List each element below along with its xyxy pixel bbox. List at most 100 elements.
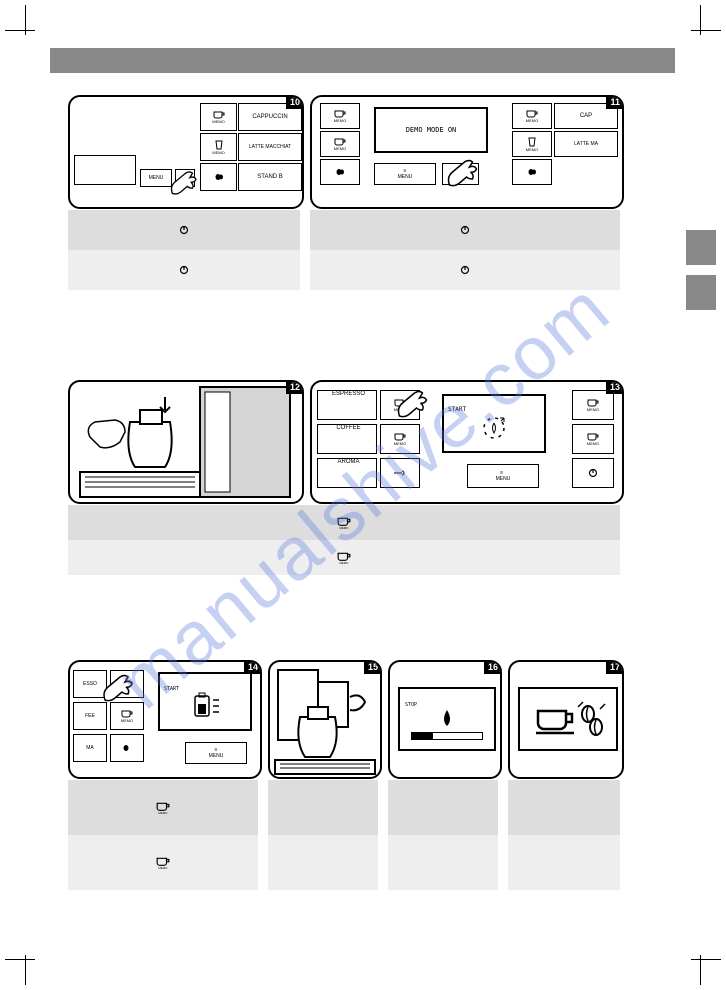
cup-icon <box>213 111 225 119</box>
cup-icon <box>334 138 346 146</box>
scoop-icon <box>393 469 407 477</box>
caption <box>508 780 620 835</box>
memo-label: MEMO <box>121 718 133 723</box>
espresso-button[interactable]: ESPRESSO <box>317 390 377 420</box>
bean-icon <box>214 173 224 181</box>
panel-13: 13 ESPRESSO COFFEE AROMA MEMO MEMO START… <box>310 380 624 504</box>
power-icon <box>588 468 598 478</box>
panel-11: 11 MEMO MEMO DEMO MODE ON ≡ MENU MEMO CA… <box>310 95 624 209</box>
scoop-button[interactable] <box>380 458 420 488</box>
cup-memo-icon: MEMO <box>337 552 351 564</box>
memo-button[interactable]: MEMO <box>572 424 614 454</box>
bean-icon <box>335 168 345 176</box>
bean-button[interactable] <box>200 163 237 191</box>
step-number: 15 <box>364 660 382 674</box>
step-number: 13 <box>606 380 624 394</box>
cup-memo-icon: MEMO <box>156 802 170 814</box>
power-icon <box>179 225 189 235</box>
power-icon <box>460 225 470 235</box>
side-tab <box>686 275 716 310</box>
memo-label: MEMO <box>526 147 538 152</box>
caption: MEMO <box>68 505 620 540</box>
cup-icon <box>334 110 346 118</box>
drop-icon <box>437 708 457 728</box>
crop-mark <box>691 30 721 31</box>
standby-button[interactable]: STAND B <box>238 163 302 191</box>
memo-label: MEMO <box>334 118 346 123</box>
rinse-icon <box>479 413 509 443</box>
memo-button[interactable]: MEMO <box>512 103 552 129</box>
progress-bar <box>411 732 483 740</box>
cup-icon <box>587 399 599 407</box>
memo-button[interactable]: MEMO <box>200 103 237 131</box>
glass-icon <box>527 137 537 147</box>
bean-button[interactable] <box>110 734 144 762</box>
caption <box>310 250 620 290</box>
latte-button[interactable]: LATTE MACCHIAT <box>238 133 302 161</box>
bean-icon <box>527 168 537 176</box>
caption <box>268 835 378 890</box>
lcd-label: START <box>448 406 466 413</box>
cup-icon <box>121 710 133 718</box>
svg-text:MEMO: MEMO <box>158 810 168 814</box>
caption: MEMO <box>68 540 620 575</box>
memo-label: MEMO <box>526 118 538 123</box>
aroma-button[interactable]: AROMA <box>317 458 377 488</box>
menu-label: MENU <box>398 174 413 180</box>
cup-memo-icon: MEMO <box>337 517 351 529</box>
menu-button[interactable]: ≡ MENU <box>185 742 247 764</box>
carafe-illustration <box>70 382 302 502</box>
memo-label: MEMO <box>394 441 406 446</box>
step-number: 14 <box>244 660 262 674</box>
memo-label: MEMO <box>587 441 599 446</box>
lcd-label: STOP <box>405 702 417 708</box>
memo-button[interactable]: MEMO <box>110 702 144 730</box>
lcd-label: START <box>164 686 179 692</box>
memo-button[interactable]: MEMO <box>572 390 614 420</box>
caption <box>268 780 378 835</box>
svg-text:MEMO: MEMO <box>158 865 168 869</box>
fee-button[interactable]: FEE <box>73 702 107 730</box>
memo-button[interactable]: MEMO <box>512 131 552 157</box>
caption: MEMO <box>68 835 258 890</box>
menu-button[interactable]: ≡ MENU <box>374 163 436 185</box>
memo-button[interactable]: MEMO <box>380 424 420 454</box>
bean-button[interactable] <box>512 159 552 185</box>
cup-icon <box>394 433 406 441</box>
cup-beans-icon <box>528 699 608 739</box>
menu-label: MENU <box>496 476 511 482</box>
caption <box>508 835 620 890</box>
glass-icon <box>214 140 224 150</box>
crop-mark <box>5 959 35 960</box>
svg-text:MEMO: MEMO <box>339 525 349 529</box>
panel-16: 16 STOP <box>388 660 502 779</box>
cup-icon <box>587 433 599 441</box>
caption <box>388 835 498 890</box>
panel-14: 14 ESSO FEE MA MEMO START ≡ MENU <box>68 660 262 779</box>
memo-button[interactable]: MEMO <box>200 133 237 161</box>
memo-button[interactable]: MEMO <box>320 131 360 157</box>
ma-button[interactable]: MA <box>73 734 107 762</box>
coffee-button[interactable]: COFFEE <box>317 424 377 454</box>
svg-text:MEMO: MEMO <box>339 560 349 564</box>
lcd-screen <box>518 687 618 751</box>
caption <box>388 780 498 835</box>
bean-button[interactable] <box>320 159 360 185</box>
bean-icon <box>122 744 132 752</box>
base-block <box>74 155 136 185</box>
memo-button[interactable]: MEMO <box>320 103 360 129</box>
menu-button[interactable]: ≡ MENU <box>467 464 539 488</box>
memo-label: MEMO <box>212 119 224 124</box>
cup-icon <box>526 110 538 118</box>
step-number: 11 <box>606 95 624 109</box>
machine-illustration <box>270 662 380 777</box>
step-number: 12 <box>286 380 304 394</box>
power-icon <box>460 265 470 275</box>
latte-button[interactable]: LATTE MA <box>554 131 618 157</box>
memo-label: MEMO <box>587 407 599 412</box>
power-button[interactable] <box>572 458 614 488</box>
lcd-screen: STOP <box>398 687 496 751</box>
side-tab <box>686 230 716 265</box>
hand-icon <box>392 388 437 418</box>
caption <box>310 210 620 250</box>
